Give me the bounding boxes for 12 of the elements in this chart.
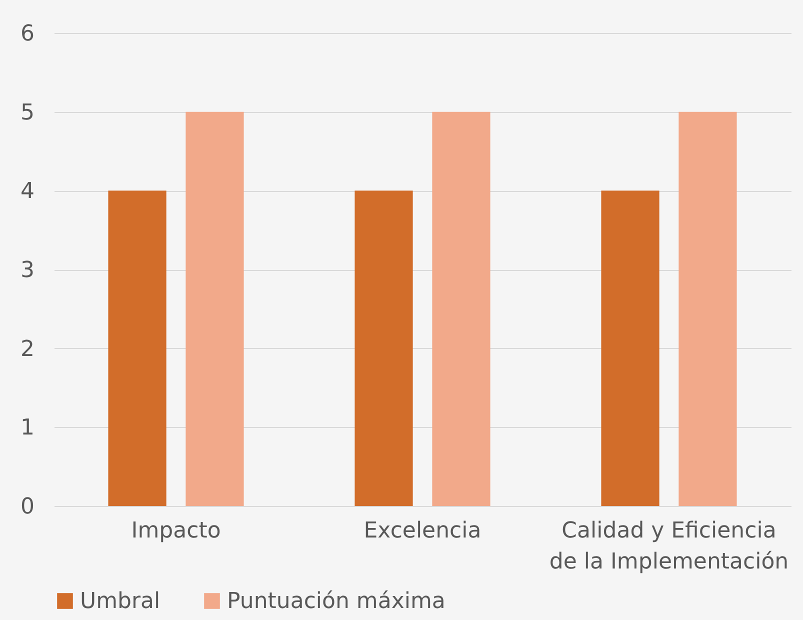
x-tick-label: Calidad y Eficiencia de la Implementación bbox=[549, 518, 789, 574]
y-tick-label: 2 bbox=[20, 336, 34, 362]
y-tick-label: 0 bbox=[20, 494, 34, 520]
y-tick-label: 3 bbox=[20, 258, 34, 283]
y-tick-label: 6 bbox=[20, 22, 34, 46]
x-tick-label: Excelencia bbox=[364, 518, 482, 544]
y-tick-label: 1 bbox=[20, 416, 34, 441]
x-tick-label: Impacto bbox=[131, 518, 221, 544]
legend-label: Puntuación máxima bbox=[227, 589, 446, 614]
y-tick-label: 5 bbox=[20, 100, 34, 126]
legend-label: Umbral bbox=[80, 589, 160, 614]
y-tick-label: 4 bbox=[20, 179, 34, 204]
